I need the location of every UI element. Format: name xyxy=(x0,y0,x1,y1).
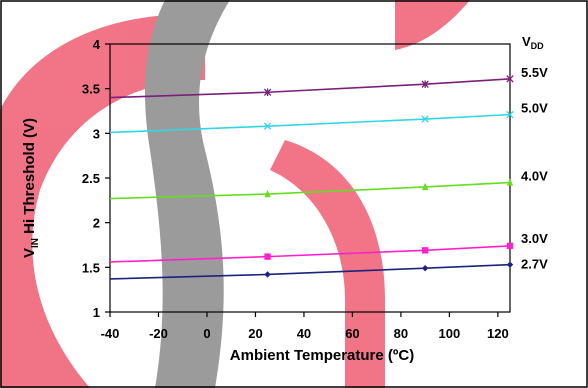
data-point-marker xyxy=(506,261,514,268)
data-point-marker xyxy=(421,265,429,272)
data-point-marker xyxy=(264,189,271,198)
y-tick-label: 3.5 xyxy=(82,82,100,97)
watermark-grey-band xyxy=(145,0,230,388)
x-tick-label: 60 xyxy=(345,326,359,341)
x-tick-label: -40 xyxy=(101,326,120,341)
x-tick-label: 0 xyxy=(203,326,210,341)
series-label: 2.7V xyxy=(521,257,548,272)
data-point-marker xyxy=(421,247,429,254)
series-5-5V xyxy=(109,75,514,99)
data-point-marker xyxy=(421,115,429,123)
data-point-marker xyxy=(506,178,514,186)
watermark-red-left xyxy=(0,200,40,388)
y-tick-label: 4 xyxy=(93,37,101,52)
series-3-0V xyxy=(109,242,514,263)
series-line xyxy=(109,245,511,263)
watermark-red-stroke xyxy=(270,140,385,388)
series-labels: 5.5V 5.0V 4.0V 3.0V 2.7V xyxy=(521,65,548,272)
data-point-marker xyxy=(421,80,429,88)
watermark xyxy=(0,0,470,388)
x-axis: -40 -20 0 20 40 60 80 100 120 xyxy=(101,312,509,341)
y-axis-title: VIN Hi Threshold (V) xyxy=(21,118,41,258)
data-point-marker xyxy=(506,110,514,119)
y-tick-label: 1.5 xyxy=(82,260,100,275)
x-tick-label: 40 xyxy=(297,326,311,341)
x-tick-label: 100 xyxy=(439,326,461,341)
data-point-marker xyxy=(421,182,429,191)
watermark-red-arc xyxy=(0,14,205,388)
x-tick-label: -20 xyxy=(149,326,168,341)
watermark-red-top xyxy=(395,0,470,50)
y-tick-label: 2.5 xyxy=(82,171,100,186)
data-point-marker xyxy=(506,242,514,250)
series-line xyxy=(109,113,511,134)
series-layer xyxy=(109,75,514,280)
data-point-marker xyxy=(506,75,514,83)
y-axis: 1 1.5 2 2.5 3 3.5 4 xyxy=(82,37,110,320)
series-label: 3.0V xyxy=(521,231,548,246)
series-4-0V xyxy=(109,178,514,200)
x-tick-label: 20 xyxy=(248,326,262,341)
series-line xyxy=(109,78,511,99)
data-point-marker xyxy=(263,122,272,130)
data-point-marker xyxy=(264,271,271,278)
series-label: 4.0V xyxy=(521,168,548,183)
series-5-0V xyxy=(109,110,514,134)
series-label: 5.5V xyxy=(521,65,548,80)
series-line xyxy=(109,263,511,280)
series-2-7V xyxy=(109,261,514,280)
legend-title: VDD xyxy=(522,34,544,51)
y-tick-label: 2 xyxy=(93,216,100,231)
data-point-marker xyxy=(263,88,272,96)
series-label: 5.0V xyxy=(521,101,548,116)
x-tick-label: 120 xyxy=(487,326,509,341)
x-axis-title: Ambient Temperature (ºC) xyxy=(230,347,414,364)
series-line xyxy=(109,181,511,200)
y-tick-label: 1 xyxy=(93,305,100,320)
y-tick-label: 3 xyxy=(93,126,100,141)
x-tick-label: 80 xyxy=(394,326,408,341)
data-point-marker xyxy=(264,253,271,260)
